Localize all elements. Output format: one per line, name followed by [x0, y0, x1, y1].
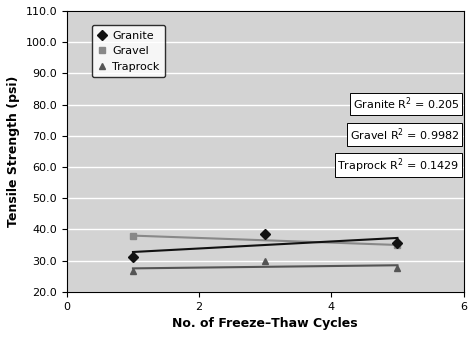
X-axis label: No. of Freeze–Thaw Cycles: No. of Freeze–Thaw Cycles — [173, 317, 358, 330]
Legend: Granite, Gravel, Traprock: Granite, Gravel, Traprock — [92, 25, 165, 78]
Text: Granite R$^2$ = 0.205: Granite R$^2$ = 0.205 — [353, 95, 460, 112]
Y-axis label: Tensile Strength (psi): Tensile Strength (psi) — [7, 76, 20, 227]
Text: Traprock R$^2$ = 0.1429: Traprock R$^2$ = 0.1429 — [337, 156, 460, 175]
Text: Gravel R$^2$ = 0.9982: Gravel R$^2$ = 0.9982 — [350, 126, 460, 143]
